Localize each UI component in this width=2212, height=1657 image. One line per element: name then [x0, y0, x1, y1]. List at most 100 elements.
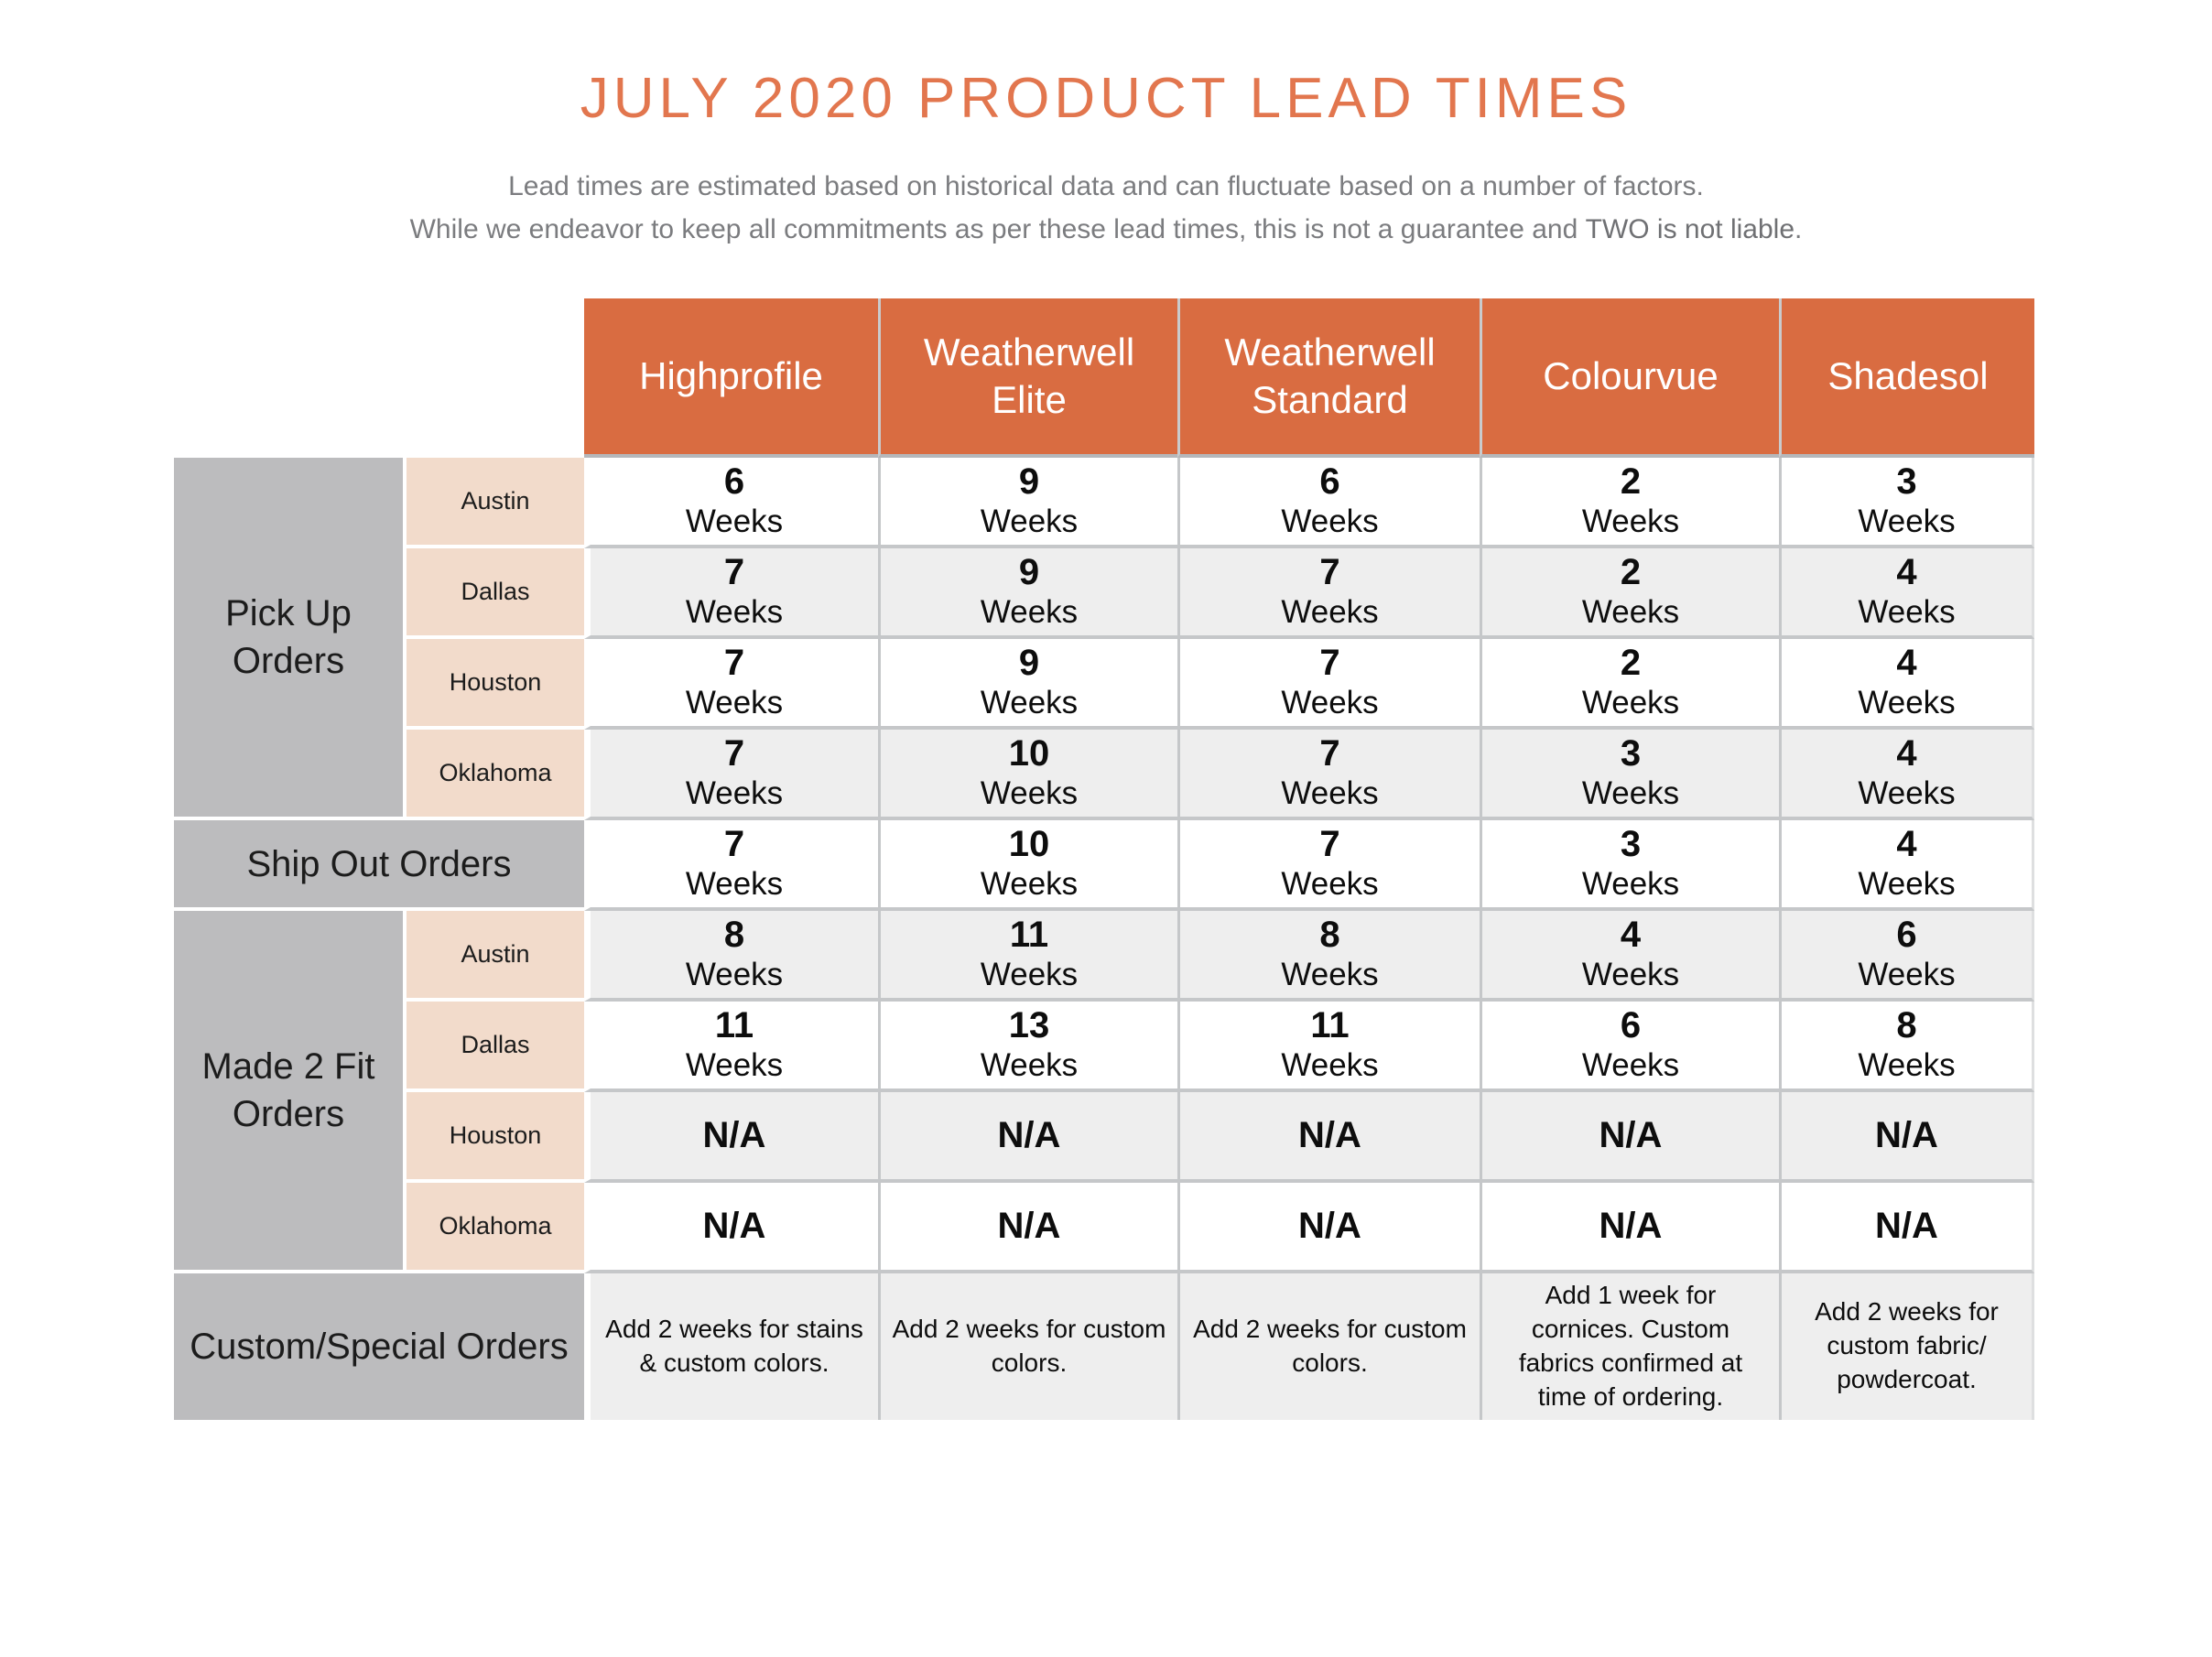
lead-time-value: 3 — [1620, 733, 1642, 774]
disclaimer-line-2: While we endeavor to keep all commitment… — [0, 209, 2212, 252]
lead-time-unit: Weeks — [980, 775, 1079, 812]
lead-time-cell: 4 Weeks — [1779, 820, 2034, 911]
m2f-row-oklahoma: Oklahoma N/A N/A N/A N/A N/A — [174, 1183, 2034, 1273]
lead-time-value: 9 — [1018, 461, 1040, 503]
lead-time-unit: Weeks — [1858, 594, 1956, 631]
lead-time-unit: Weeks — [1281, 957, 1379, 993]
lead-time-cell: 3 Weeks — [1480, 820, 1779, 911]
lead-time-value: N/A — [702, 1206, 766, 1247]
lead-time-unit: Weeks — [685, 775, 784, 812]
lead-time-cell: 11 Weeks — [878, 911, 1177, 1002]
pickup-row-houston: Houston 7 Weeks 9 Weeks 7 Weeks 2 Weeks 4 Wee… — [174, 639, 2034, 730]
custom-note-cell: Add 2 weeks for custom colors. — [878, 1273, 1177, 1420]
lead-time-value: 7 — [1319, 552, 1340, 593]
lead-time-unit: Weeks — [980, 1047, 1079, 1084]
lead-time-unit: Weeks — [980, 866, 1079, 903]
city-label-pickup-houston: Houston — [403, 639, 584, 730]
lead-time-unit: Weeks — [1858, 957, 1956, 993]
custom-note-weatherwell-standard: Add 2 weeks for custom colors. — [1193, 1314, 1467, 1377]
lead-time-cell: 4 Weeks — [1779, 639, 2034, 730]
lead-time-cell: 11 Weeks — [584, 1002, 878, 1092]
product-header-shadesol: Shadesol — [1779, 298, 2034, 458]
lead-time-value: 8 — [1896, 1005, 1917, 1046]
lead-time-value: 3 — [1620, 824, 1642, 865]
lead-time-value: 11 — [714, 1005, 754, 1046]
lead-time-value: 2 — [1620, 461, 1642, 503]
pickup-row-dallas: Dallas 7 Weeks 9 Weeks 7 Weeks 2 Weeks 4 Week… — [174, 548, 2034, 639]
lead-time-value: 10 — [1008, 733, 1050, 774]
lead-time-value: 9 — [1018, 643, 1040, 684]
product-header-highprofile: Highprofile — [584, 298, 878, 458]
custom-note-cell: Add 2 weeks for custom fabric/ powdercoa… — [1779, 1273, 2034, 1420]
lead-time-value: 13 — [1008, 1005, 1050, 1046]
lead-time-cell: 7 Weeks — [1177, 820, 1480, 911]
city-label-m2f-houston: Houston — [403, 1092, 584, 1183]
lead-time-value: 3 — [1896, 461, 1917, 503]
lead-time-value: 4 — [1896, 824, 1917, 865]
lead-time-cell: N/A — [878, 1092, 1177, 1183]
custom-note-weatherwell-elite: Add 2 weeks for custom colors. — [892, 1314, 1166, 1377]
product-header-weatherwell-standard: Weatherwell Standard — [1177, 298, 1480, 458]
lead-time-unit: Weeks — [980, 957, 1079, 993]
lead-time-unit: Weeks — [1281, 504, 1379, 540]
lead-time-unit: Weeks — [1281, 866, 1379, 903]
lead-times-table: Highprofile Weatherwell Elite Weatherwel… — [174, 298, 2034, 1420]
lead-time-cell: N/A — [1177, 1092, 1480, 1183]
custom-note-highprofile: Add 2 weeks for stains & custom colors. — [605, 1314, 863, 1377]
lead-time-unit: Weeks — [685, 504, 784, 540]
lead-time-value: 8 — [723, 915, 745, 956]
lead-time-cell: N/A — [584, 1092, 878, 1183]
lead-time-value: 7 — [1319, 733, 1340, 774]
lead-time-cell: 8 Weeks — [1177, 911, 1480, 1002]
lead-time-cell: 6 Weeks — [584, 458, 878, 548]
lead-time-unit: Weeks — [1858, 775, 1956, 812]
lead-time-cell: 2 Weeks — [1480, 639, 1779, 730]
disclaimer-line-1: Lead times are estimated based on histor… — [508, 171, 1704, 201]
lead-time-value: 6 — [1319, 461, 1340, 503]
city-label-m2f-austin: Austin — [403, 911, 584, 1002]
lead-time-cell: 11 Weeks — [1177, 1002, 1480, 1092]
corner-spacer — [174, 298, 584, 458]
lead-time-value: N/A — [997, 1115, 1061, 1156]
lead-time-unit: Weeks — [1581, 957, 1680, 993]
lead-time-unit: Weeks — [1858, 504, 1956, 540]
page-title: JULY 2020 PRODUCT LEAD TIMES — [580, 67, 1632, 130]
lead-time-cell: 10 Weeks — [878, 730, 1177, 820]
lead-time-value: N/A — [1875, 1115, 1938, 1156]
city-label-m2f-dallas: Dallas — [403, 1002, 584, 1092]
lead-time-unit: Weeks — [685, 594, 784, 631]
city-label-pickup-austin: Austin — [403, 458, 584, 548]
disclaimer-line-2-bold: TWO is not liable — [1585, 213, 1795, 244]
lead-time-value: 7 — [723, 643, 745, 684]
lead-time-unit: Weeks — [1581, 866, 1680, 903]
lead-time-cell: 7 Weeks — [1177, 730, 1480, 820]
custom-note-colourvue: Add 1 week for cornices. Custom fabrics … — [1518, 1281, 1743, 1411]
product-header-weatherwell-elite: Weatherwell Elite — [878, 298, 1177, 458]
lead-time-cell: 7 Weeks — [584, 820, 878, 911]
lead-time-cell: 6 Weeks — [1177, 458, 1480, 548]
lead-time-cell: 6 Weeks — [1779, 911, 2034, 1002]
custom-note-cell: Add 2 weeks for custom colors. — [1177, 1273, 1480, 1420]
lead-time-value: 9 — [1018, 552, 1040, 593]
lead-time-value: 7 — [723, 733, 745, 774]
lead-time-value: N/A — [1298, 1115, 1361, 1156]
lead-time-cell: 4 Weeks — [1779, 548, 2034, 639]
lead-time-unit: Weeks — [1281, 594, 1379, 631]
lead-time-cell: 9 Weeks — [878, 458, 1177, 548]
lead-time-cell: 4 Weeks — [1779, 730, 2034, 820]
lead-time-unit: Weeks — [685, 957, 784, 993]
lead-time-cell: 9 Weeks — [878, 639, 1177, 730]
section-label-made-2-fit-orders: Made 2 Fit Orders — [174, 911, 403, 1273]
lead-time-unit: Weeks — [980, 504, 1079, 540]
disclaimer-line-2-period: . — [1795, 213, 1803, 244]
lead-time-value: N/A — [1599, 1115, 1663, 1156]
disclaimer: Lead times are estimated based on histor… — [0, 166, 2212, 251]
lead-time-value: 4 — [1896, 552, 1917, 593]
lead-time-cell: 7 Weeks — [1177, 639, 1480, 730]
lead-time-unit: Weeks — [1281, 775, 1379, 812]
lead-time-cell: 8 Weeks — [1779, 1002, 2034, 1092]
lead-time-value: 11 — [1009, 915, 1049, 956]
